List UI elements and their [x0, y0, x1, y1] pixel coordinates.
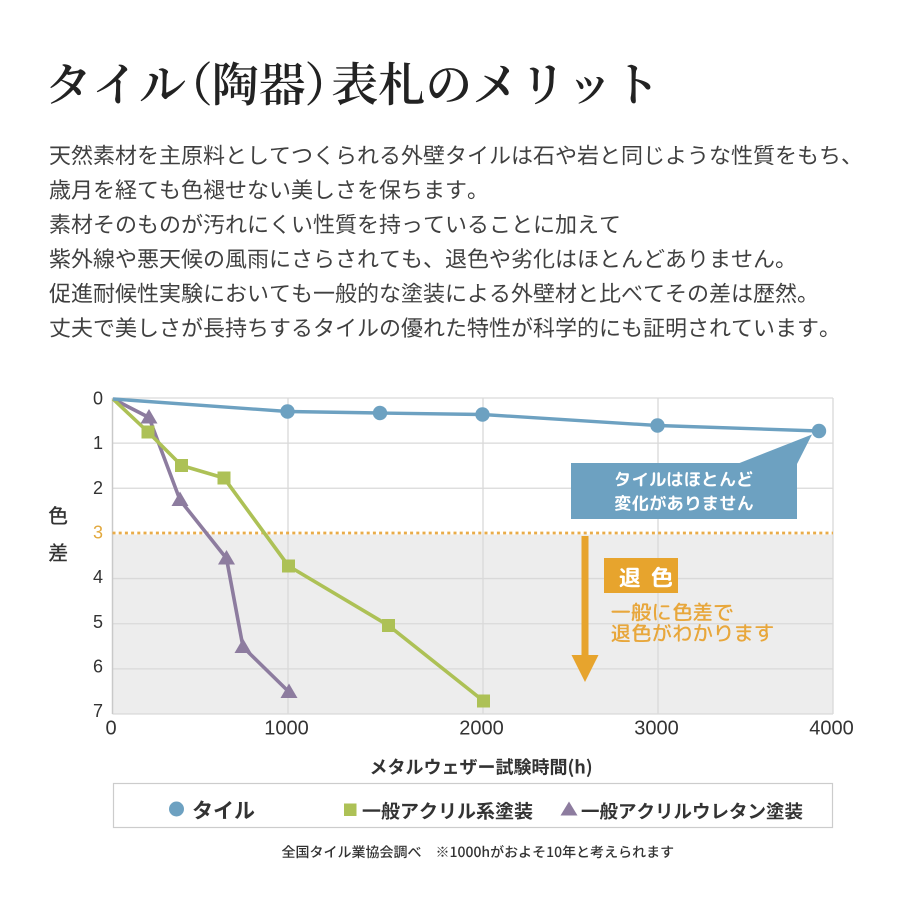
- svg-text:0: 0: [105, 718, 116, 740]
- svg-text:1000: 1000: [264, 718, 309, 740]
- svg-text:3000: 3000: [634, 718, 679, 740]
- svg-text:0: 0: [93, 388, 103, 408]
- svg-text:3: 3: [93, 522, 103, 542]
- svg-text:6: 6: [93, 657, 103, 677]
- svg-text:5: 5: [93, 612, 103, 632]
- svg-text:4000: 4000: [809, 718, 854, 740]
- svg-text:2: 2: [93, 478, 103, 498]
- svg-text:4: 4: [93, 567, 103, 587]
- svg-text:2000: 2000: [459, 718, 504, 740]
- svg-text:7: 7: [93, 701, 103, 721]
- svg-text:1: 1: [93, 433, 103, 453]
